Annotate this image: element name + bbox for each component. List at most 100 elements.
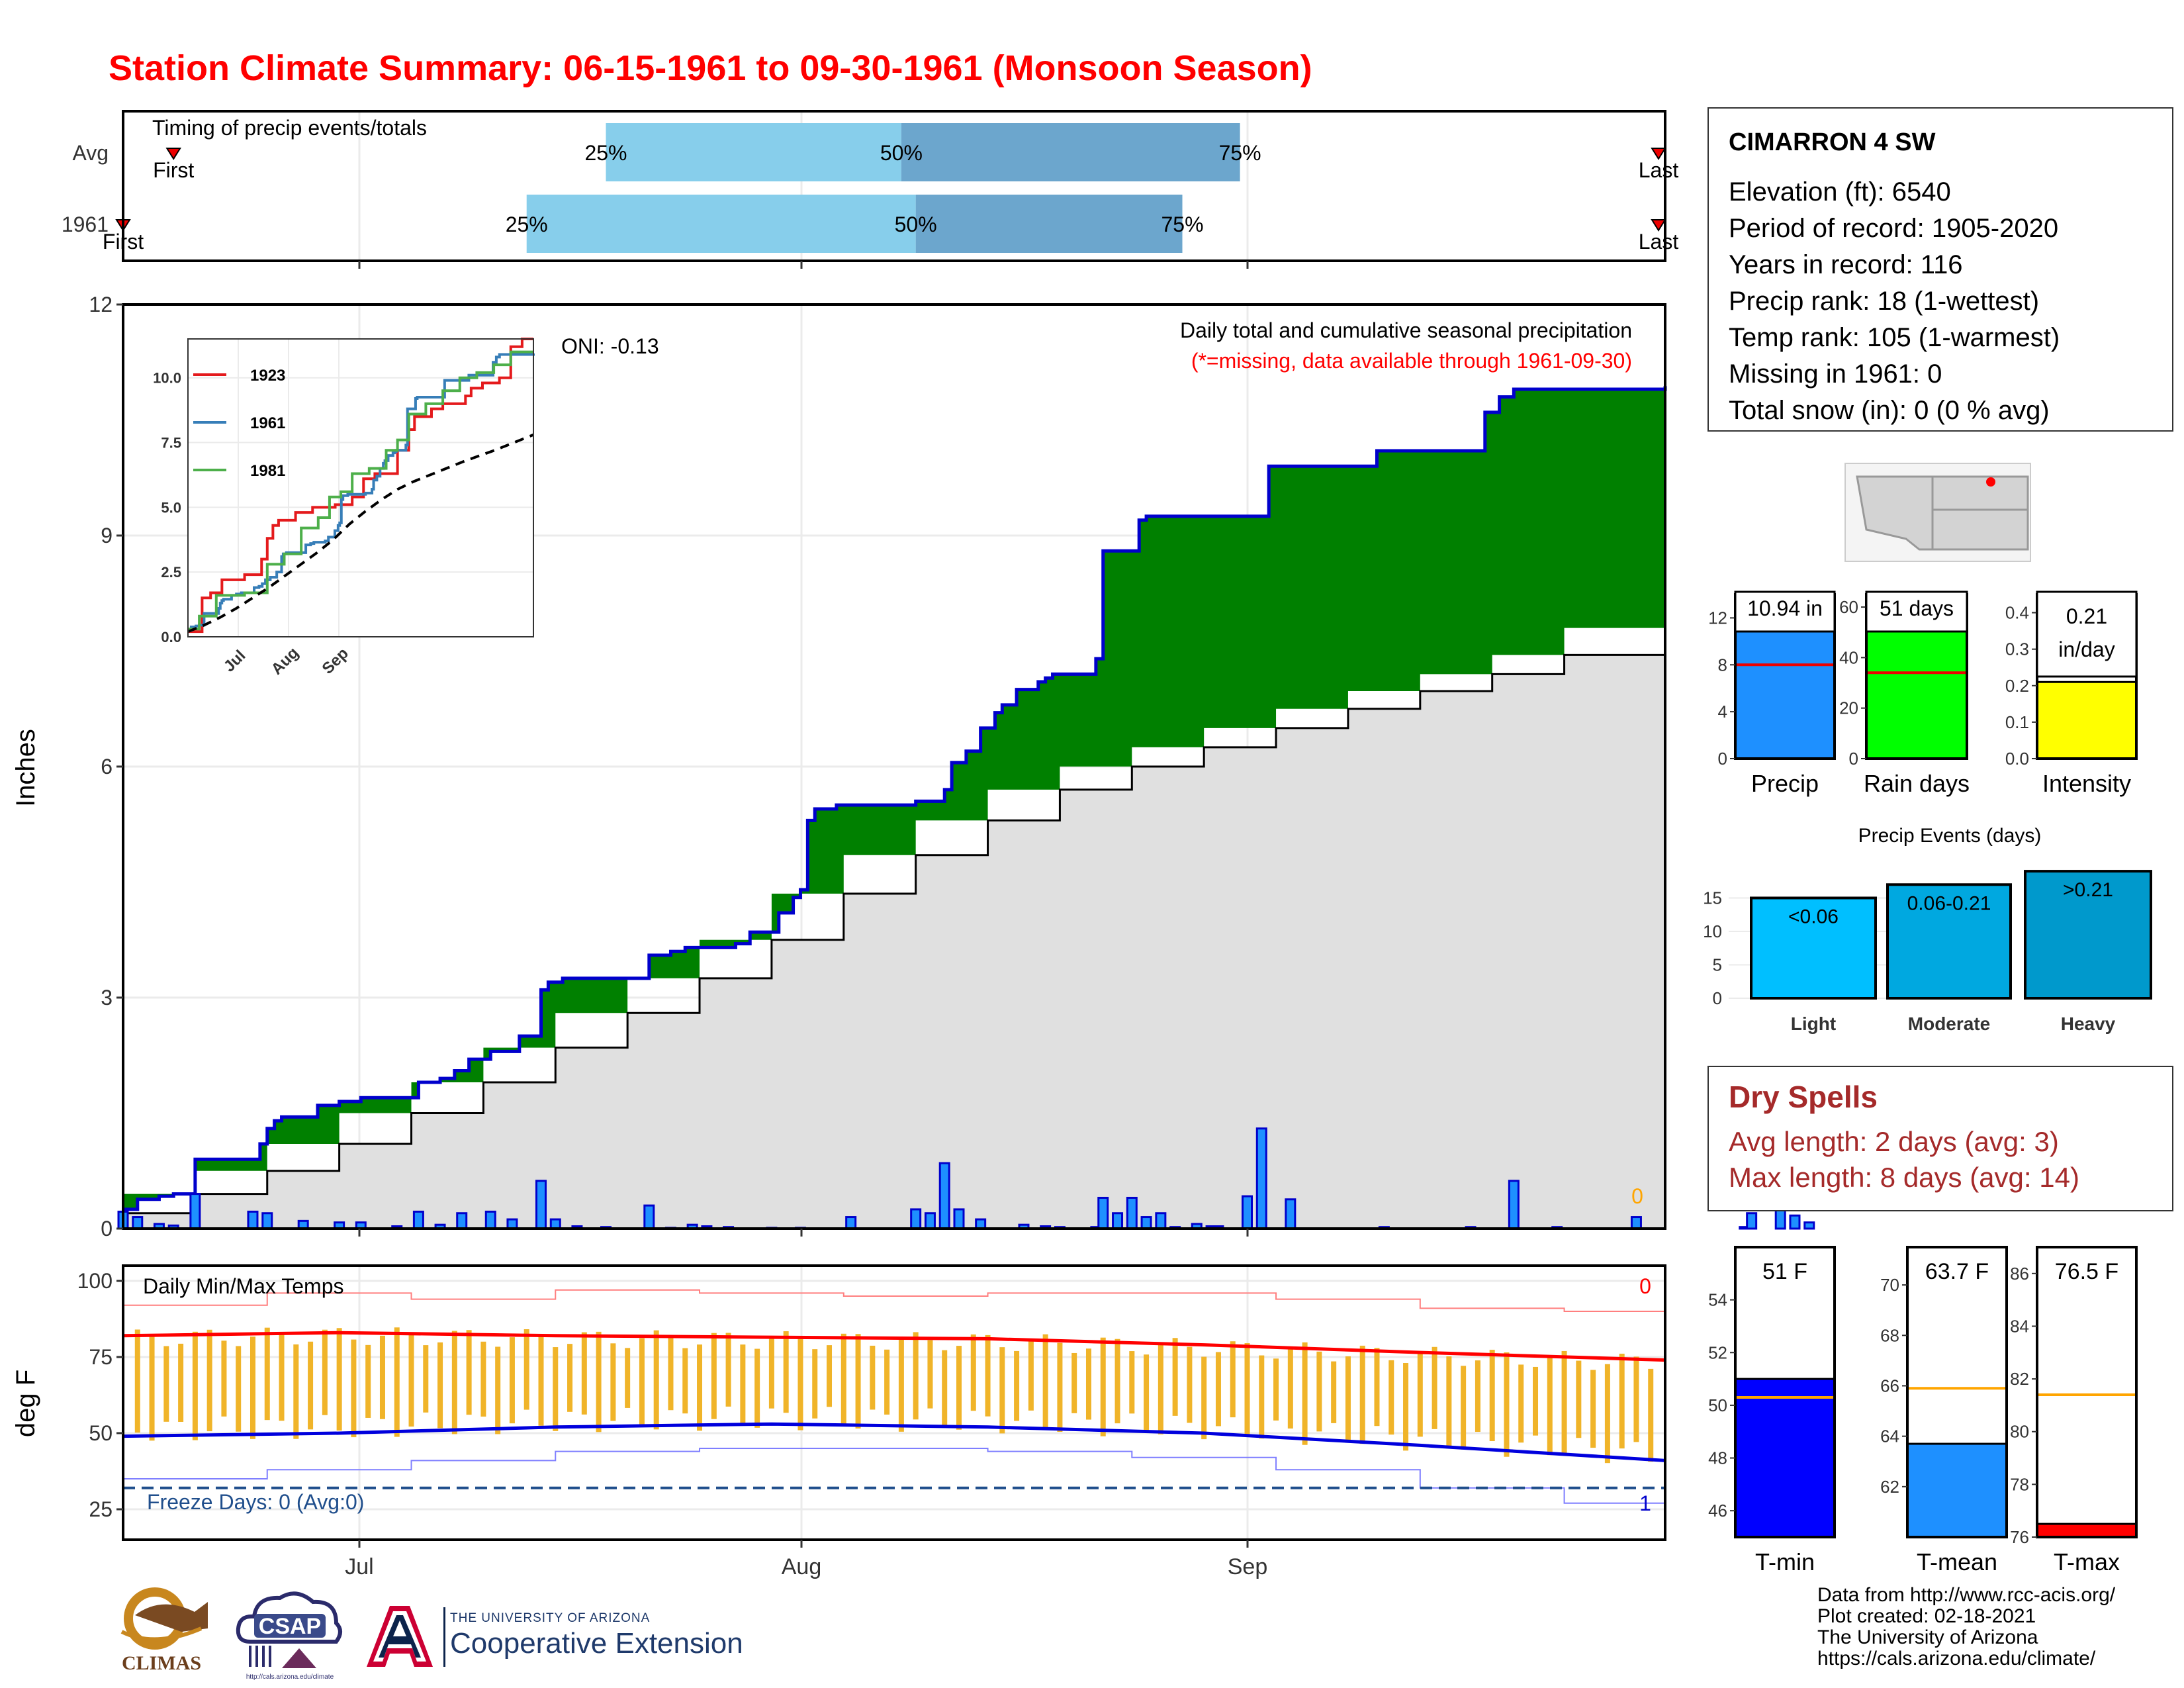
daily-temp-bar: [538, 1336, 544, 1426]
temp-summary-category-label: T-min: [1755, 1548, 1815, 1575]
daily-temp-bar: [1518, 1364, 1524, 1443]
precip-ytick-label: 0: [101, 1217, 113, 1241]
daily-precip-bar: [549, 1218, 561, 1230]
daily-temp-bar: [1230, 1341, 1236, 1418]
daily-temp-bar: [942, 1350, 948, 1427]
inset-ytick-label: 5.0: [161, 499, 181, 516]
daily-temp-bar: [1316, 1351, 1322, 1432]
daily-temp-bar: [1028, 1340, 1034, 1411]
daily-precip-bar: [1140, 1216, 1152, 1230]
ua-a-icon: [367, 1606, 433, 1667]
daily-precip-bar: [1285, 1198, 1297, 1230]
daily-temp-bar: [970, 1334, 976, 1411]
info-precip-rank: Precip rank: 18 (1-wettest): [1729, 287, 2040, 316]
daily-temp-bar: [1417, 1352, 1423, 1437]
daily-temp-bar: [870, 1345, 876, 1410]
daily-temp-bar: [740, 1344, 746, 1424]
daily-precip-bar: [1112, 1212, 1124, 1230]
first-event-marker: [165, 148, 182, 160]
daily-precip-bar: [1126, 1196, 1138, 1230]
event-category-label: Moderate: [1908, 1013, 1990, 1034]
temp-summary-bar: [1734, 1378, 1836, 1538]
precip-value-box: [1734, 590, 1836, 633]
intensity-value-unit: in/day: [2058, 637, 2115, 661]
daily-temp-bar: [927, 1340, 933, 1409]
daily-temp-bar: [308, 1341, 314, 1430]
inset-series-line: [188, 350, 533, 631]
daily-temp-bar: [1374, 1348, 1380, 1427]
inset-ytick-label: 7.5: [161, 435, 181, 451]
record-min-line: [123, 1448, 1666, 1519]
footer-data-source: Data from http://www.rcc-acis.org/: [1817, 1584, 2116, 1606]
temp-summary-value-label: 63.7 F: [1925, 1259, 1989, 1284]
inset-legend-label: 1961: [250, 414, 285, 432]
summary-ytick-label: 0.2: [2005, 676, 2029, 696]
daily-temp-bar: [293, 1344, 299, 1439]
daily-temp-bar: [394, 1327, 400, 1437]
daily-temp-bar: [466, 1330, 472, 1415]
temp-summary-ytick-label: 62: [1880, 1477, 1899, 1497]
temp-summary-frame: [1906, 1246, 2008, 1538]
daily-temp-bar: [1014, 1350, 1020, 1421]
daily-temp-bar: [884, 1349, 890, 1415]
station-location-marker: [1986, 477, 1995, 487]
daily-precip-bar: [456, 1212, 468, 1230]
event-category-label: Light: [1791, 1013, 1836, 1034]
daily-temp-bar: [1576, 1360, 1582, 1438]
daily-precip-bar: [1155, 1212, 1167, 1230]
summary-bar: [2036, 680, 2138, 760]
temp-summary-value-label: 76.5 F: [2055, 1259, 2118, 1284]
inset-frame: [187, 338, 534, 637]
daily-temp-bar: [653, 1330, 659, 1430]
daily-temp-bar: [1359, 1345, 1365, 1444]
daily-temp-bar: [1215, 1352, 1221, 1427]
daily-temp-bar: [1042, 1334, 1048, 1429]
daily-temp-bar: [1604, 1364, 1610, 1464]
daily-temp-bar: [1475, 1360, 1480, 1432]
summary-ytick-label: 60: [1839, 597, 1858, 617]
last-event-marker: [1651, 219, 1666, 232]
footer-plot-created: Plot created: 02-18-2021: [1817, 1605, 2036, 1627]
daily-temp-bar: [408, 1334, 414, 1427]
daily-temp-bar: [322, 1329, 328, 1415]
daily-precip-bar: [247, 1210, 259, 1230]
first-event-label: First: [153, 158, 194, 182]
daily-temp-bar: [206, 1329, 212, 1432]
daily-precip-bar: [132, 1216, 144, 1230]
timing-pct-label: 75%: [1219, 141, 1261, 165]
daily-temp-bar: [149, 1335, 155, 1441]
daily-temp-bar: [423, 1345, 429, 1413]
events-ytick-label: 10: [1703, 921, 1722, 941]
avg-min-line: [122, 1422, 1666, 1462]
inset-legend-label: 1981: [250, 462, 285, 480]
timing-pct-label: 50%: [895, 212, 937, 236]
daily-temp-bar: [1244, 1343, 1250, 1436]
event-bar: [2024, 870, 2152, 1000]
summary-bar: [1865, 628, 1968, 760]
daily-temp-bar: [596, 1331, 602, 1432]
month-tick-label: Aug: [782, 1554, 822, 1579]
timing-panel-label: Timing of precip events/totals: [152, 116, 427, 140]
daily-precip-bar: [535, 1180, 547, 1230]
summary-ytick-label: 0: [1849, 749, 1858, 769]
timing-pct-label: 25%: [584, 141, 627, 165]
precip-value-label: 10.94 in: [1747, 596, 1823, 620]
temp-summary-ytick-label: 66: [1880, 1376, 1899, 1395]
daily-temp-bar: [279, 1333, 285, 1421]
daily-temp-bar: [855, 1334, 861, 1429]
daily-temp-bar: [783, 1331, 789, 1413]
avg-cumulative-line: [123, 628, 1666, 1215]
daily-temp-bar: [1432, 1346, 1437, 1429]
daily-temp-bar: [1302, 1342, 1308, 1445]
temp-summary-ytick-label: 52: [1708, 1342, 1727, 1362]
daily-temp-bar: [768, 1338, 774, 1409]
daily-temp-bar: [1446, 1356, 1452, 1449]
daily-temp-bar: [553, 1347, 559, 1431]
temp-ytick-label: 25: [89, 1497, 113, 1521]
timing-pct-label: 25%: [506, 212, 548, 236]
ua-university-name: THE UNIVERSITY OF ARIZONA: [450, 1611, 651, 1625]
record-max-line: [123, 1289, 1666, 1318]
timing-panel-frame: [122, 110, 1666, 262]
daily-temp-bar: [1331, 1361, 1337, 1423]
daily-temp-bar: [1187, 1346, 1193, 1423]
